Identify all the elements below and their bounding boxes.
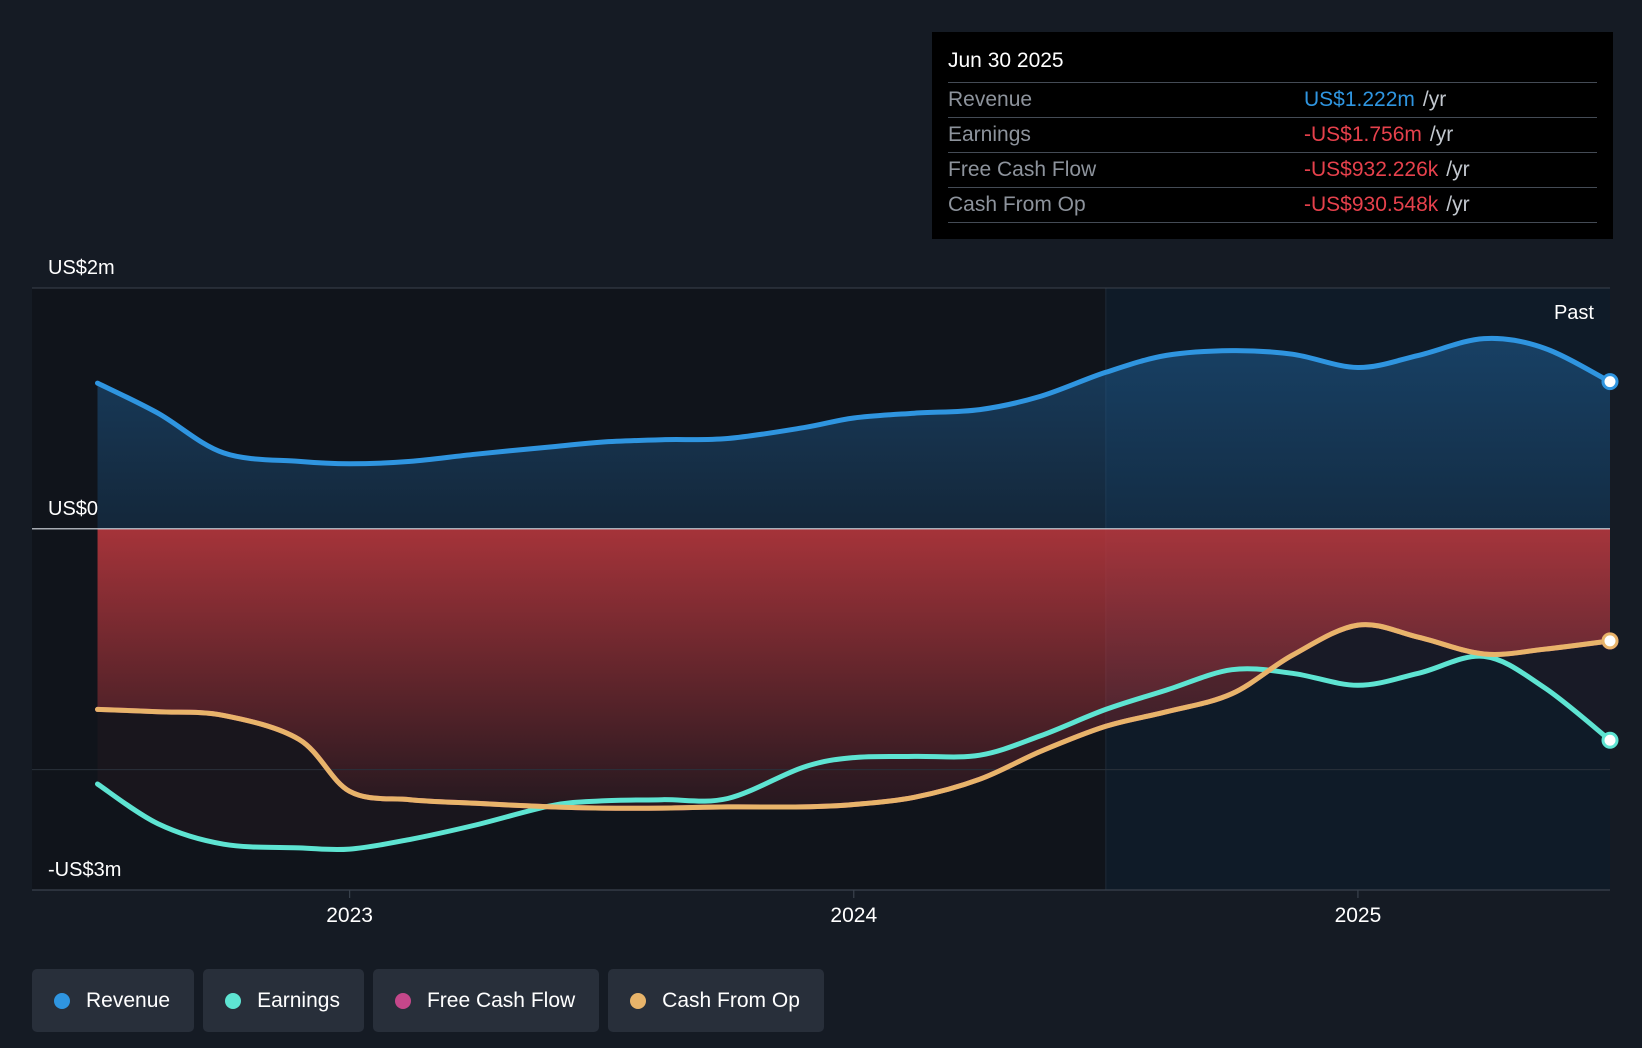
x-tick-label: 2023 (326, 904, 373, 927)
x-tick-label: 2024 (830, 904, 877, 927)
tooltip-row-earnings: Earnings -US$1.756m /yr (948, 118, 1597, 153)
series-endpoint-revenue (1601, 373, 1619, 391)
tooltip-value: -US$930.548k (1304, 193, 1439, 216)
legend-cash-from-op-button[interactable]: Cash From Op (608, 969, 824, 1032)
series-line-cash-from-op (95, 622, 1610, 811)
tooltip-row-free-cash-flow: Free Cash Flow -US$932.226k /yr (948, 153, 1597, 188)
x-tick-label: 2025 (1335, 904, 1382, 927)
tooltip-row-cash-from-op: Cash From Op -US$930.548k /yr (948, 188, 1597, 223)
earnings-gap-area (97, 624, 1610, 850)
negative-area (97, 528, 1610, 809)
tooltip-unit: /yr (1446, 193, 1470, 216)
legend-label: Cash From Op (662, 988, 800, 1012)
past-label: Past (1554, 302, 1594, 324)
legend-free-cash-flow-button[interactable]: Free Cash Flow (372, 969, 600, 1032)
tooltip-unit: /yr (1446, 158, 1470, 181)
tooltip-label: Free Cash Flow (948, 158, 1097, 181)
revenue-area (97, 338, 1610, 529)
tooltip-value: -US$932.226k (1304, 158, 1439, 181)
tooltip-date: Jun 30 2025 (948, 46, 1597, 83)
tooltip-value: US$1.222m (1304, 88, 1415, 111)
legend-earnings-button[interactable]: Earnings (203, 969, 364, 1032)
legend: Revenue Earnings Free Cash Flow Cash Fro… (32, 969, 833, 1032)
series-endpoint-earnings (1601, 731, 1619, 749)
tooltip-label: Cash From Op (948, 193, 1086, 216)
legend-dot-icon (394, 992, 411, 1009)
series-line-earnings (95, 653, 1610, 853)
tooltip-label: Revenue (948, 88, 1033, 111)
legend-dot-icon (630, 992, 647, 1009)
legend-label: Free Cash Flow (426, 988, 576, 1012)
tooltip-row-revenue: Revenue US$1.222m /yr (948, 83, 1597, 118)
y-tick-label: US$0 (48, 498, 98, 520)
legend-dot-icon (54, 992, 70, 1009)
tooltip-panel: Jun 30 2025 Revenue US$1.222m /yr Earnin… (932, 32, 1613, 239)
y-tick-label: -US$3m (48, 859, 121, 881)
tooltip-value: -US$1.756m (1304, 123, 1422, 146)
tooltip-unit: /yr (1422, 88, 1447, 111)
tooltip-label: Earnings (948, 123, 1031, 146)
legend-dot-icon (225, 992, 242, 1009)
legend-revenue-button[interactable]: Revenue (32, 969, 195, 1032)
series-line-revenue (95, 335, 1610, 467)
legend-label: Revenue (86, 988, 171, 1012)
series-endpoint-cash-from-op (1601, 632, 1619, 650)
tooltip-unit: /yr (1429, 123, 1454, 146)
legend-label: Earnings (257, 988, 340, 1012)
y-tick-label: US$2m (48, 257, 115, 279)
